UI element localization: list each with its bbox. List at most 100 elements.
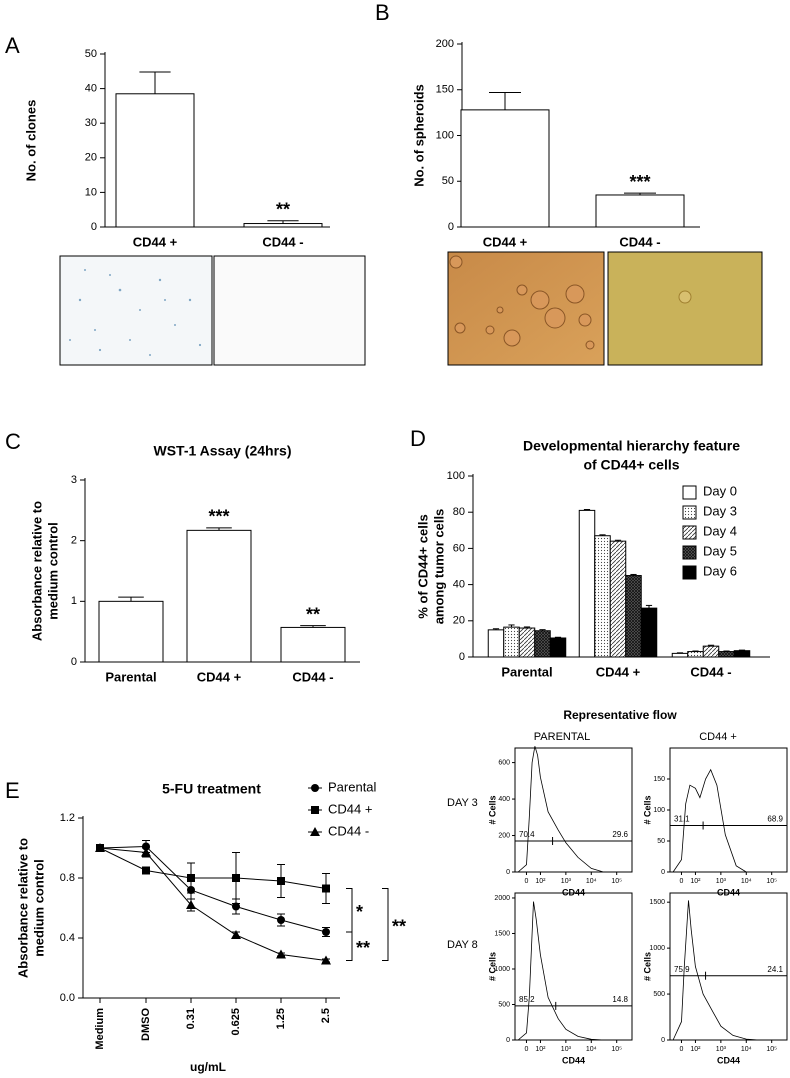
x-tick-label: CD44 - xyxy=(262,234,303,249)
gate-percent: 14.8 xyxy=(612,995,628,1004)
flow-row: DAY 8 xyxy=(447,939,478,951)
gate-percent: 31.1 xyxy=(674,815,690,824)
flow-row: DAY 3 xyxy=(447,797,478,809)
marker xyxy=(232,902,240,911)
photo xyxy=(607,251,763,366)
y-tick-label: 80 xyxy=(453,506,465,518)
y-axis-label: # Cells xyxy=(642,952,652,981)
marker xyxy=(141,847,151,857)
x-tick-label: 10³ xyxy=(561,1046,572,1053)
marker xyxy=(142,866,150,875)
y-tick-label: 50 xyxy=(442,175,454,187)
bar xyxy=(280,626,346,663)
marker xyxy=(311,784,319,792)
bracket-label: ** xyxy=(356,938,370,958)
y-tick-label: 50 xyxy=(85,48,97,60)
y-tick-label: 150 xyxy=(436,84,454,96)
gate-percent: 75.9 xyxy=(674,965,690,974)
legend-swatch xyxy=(682,505,697,520)
y-axis-label: No. of spheroids xyxy=(411,84,426,187)
x-tick-label: Parental xyxy=(105,669,156,684)
marker xyxy=(276,949,286,959)
bar xyxy=(549,637,567,658)
panel-letter: E xyxy=(5,778,20,803)
bar xyxy=(460,109,550,228)
bar xyxy=(625,575,642,658)
x-tick-label: 0 xyxy=(680,878,684,885)
marker xyxy=(277,877,285,885)
marker xyxy=(95,843,105,852)
y-tick-label: 0 xyxy=(459,651,465,663)
bar xyxy=(671,652,689,658)
legend-label: Parental xyxy=(328,779,377,794)
x-tick-label: CD44 - xyxy=(690,664,731,679)
series-line xyxy=(99,847,327,889)
y-tick-label: 40 xyxy=(85,83,97,95)
x-tick-label: Parental xyxy=(501,664,552,679)
plot-frame xyxy=(514,747,633,873)
histogram-curve xyxy=(517,746,604,873)
x-tick-label: 10² xyxy=(535,1046,546,1053)
chart-title: of CD44+ cells xyxy=(583,457,679,473)
x-tick-label: CD44 + xyxy=(483,234,528,249)
y-tick-label: 0 xyxy=(448,221,454,233)
chart-title: 5-FU treatment xyxy=(162,781,261,797)
bracket-label: * xyxy=(356,902,363,922)
x-tick-label: 10³ xyxy=(716,1046,727,1053)
bracket-label: ** xyxy=(392,916,406,936)
y-tick-label: 0 xyxy=(91,221,97,233)
bar xyxy=(487,629,505,658)
legend-swatch xyxy=(682,565,697,580)
y-tick-label: 600 xyxy=(498,759,510,766)
y-tick-label: 1 xyxy=(71,595,77,607)
panel-letter: D xyxy=(410,426,426,451)
legend-label: Day 4 xyxy=(703,523,737,538)
y-axis-label: among tumor cells xyxy=(431,509,446,625)
y-axis-label: Absorbance relative to xyxy=(15,838,30,978)
marker xyxy=(231,930,241,939)
y-tick-label: 0.4 xyxy=(60,932,75,944)
x-tick-label: 10³ xyxy=(561,878,572,885)
y-tick-label: 100 xyxy=(653,807,665,814)
flow-title: Representative flow xyxy=(563,708,677,722)
marker xyxy=(277,916,285,924)
y-tick-label: 0 xyxy=(71,656,77,668)
x-tick-label: CD44 - xyxy=(292,669,333,684)
x-tick-label: 0.625 xyxy=(230,1008,242,1036)
bar xyxy=(702,645,720,658)
bar xyxy=(578,509,596,658)
legend-swatch xyxy=(682,485,697,500)
y-axis-label: No. of clones xyxy=(23,100,38,182)
plot-frame xyxy=(514,892,633,1041)
x-tick-label: 0 xyxy=(680,1046,684,1053)
flow-headings: Representative flow PARENTAL CD44 + DAY … xyxy=(447,708,737,951)
x-tick-label: 0 xyxy=(525,878,529,885)
significance: *** xyxy=(208,507,229,527)
x-axis-label: CD44 xyxy=(717,1055,740,1065)
bar xyxy=(733,650,751,658)
histogram-curve xyxy=(672,768,747,873)
y-axis-label: # Cells xyxy=(487,952,497,981)
marker xyxy=(321,955,331,965)
bar xyxy=(534,630,551,658)
chart-title: Developmental hierarchy feature xyxy=(523,438,740,454)
y-tick-label: 100 xyxy=(436,129,454,141)
photo xyxy=(213,255,366,366)
gate-percent: 85.2 xyxy=(519,995,535,1004)
x-tick-label: 10⁴ xyxy=(741,878,752,885)
x-tick-label: 0 xyxy=(525,1046,529,1053)
bar xyxy=(518,627,536,658)
x-tick-label: 10⁵ xyxy=(611,1046,622,1053)
y-tick-label: 30 xyxy=(85,117,97,129)
colonies xyxy=(69,269,202,356)
y-tick-label: 150 xyxy=(653,776,665,783)
y-tick-label: 1000 xyxy=(649,945,665,952)
x-tick-label: 0.31 xyxy=(185,1008,197,1029)
y-tick-label: 200 xyxy=(498,832,510,839)
marker xyxy=(187,874,195,882)
y-tick-label: 0 xyxy=(661,869,665,876)
photo xyxy=(59,255,213,366)
y-tick-label: 0 xyxy=(661,1037,665,1044)
marker xyxy=(232,874,240,882)
